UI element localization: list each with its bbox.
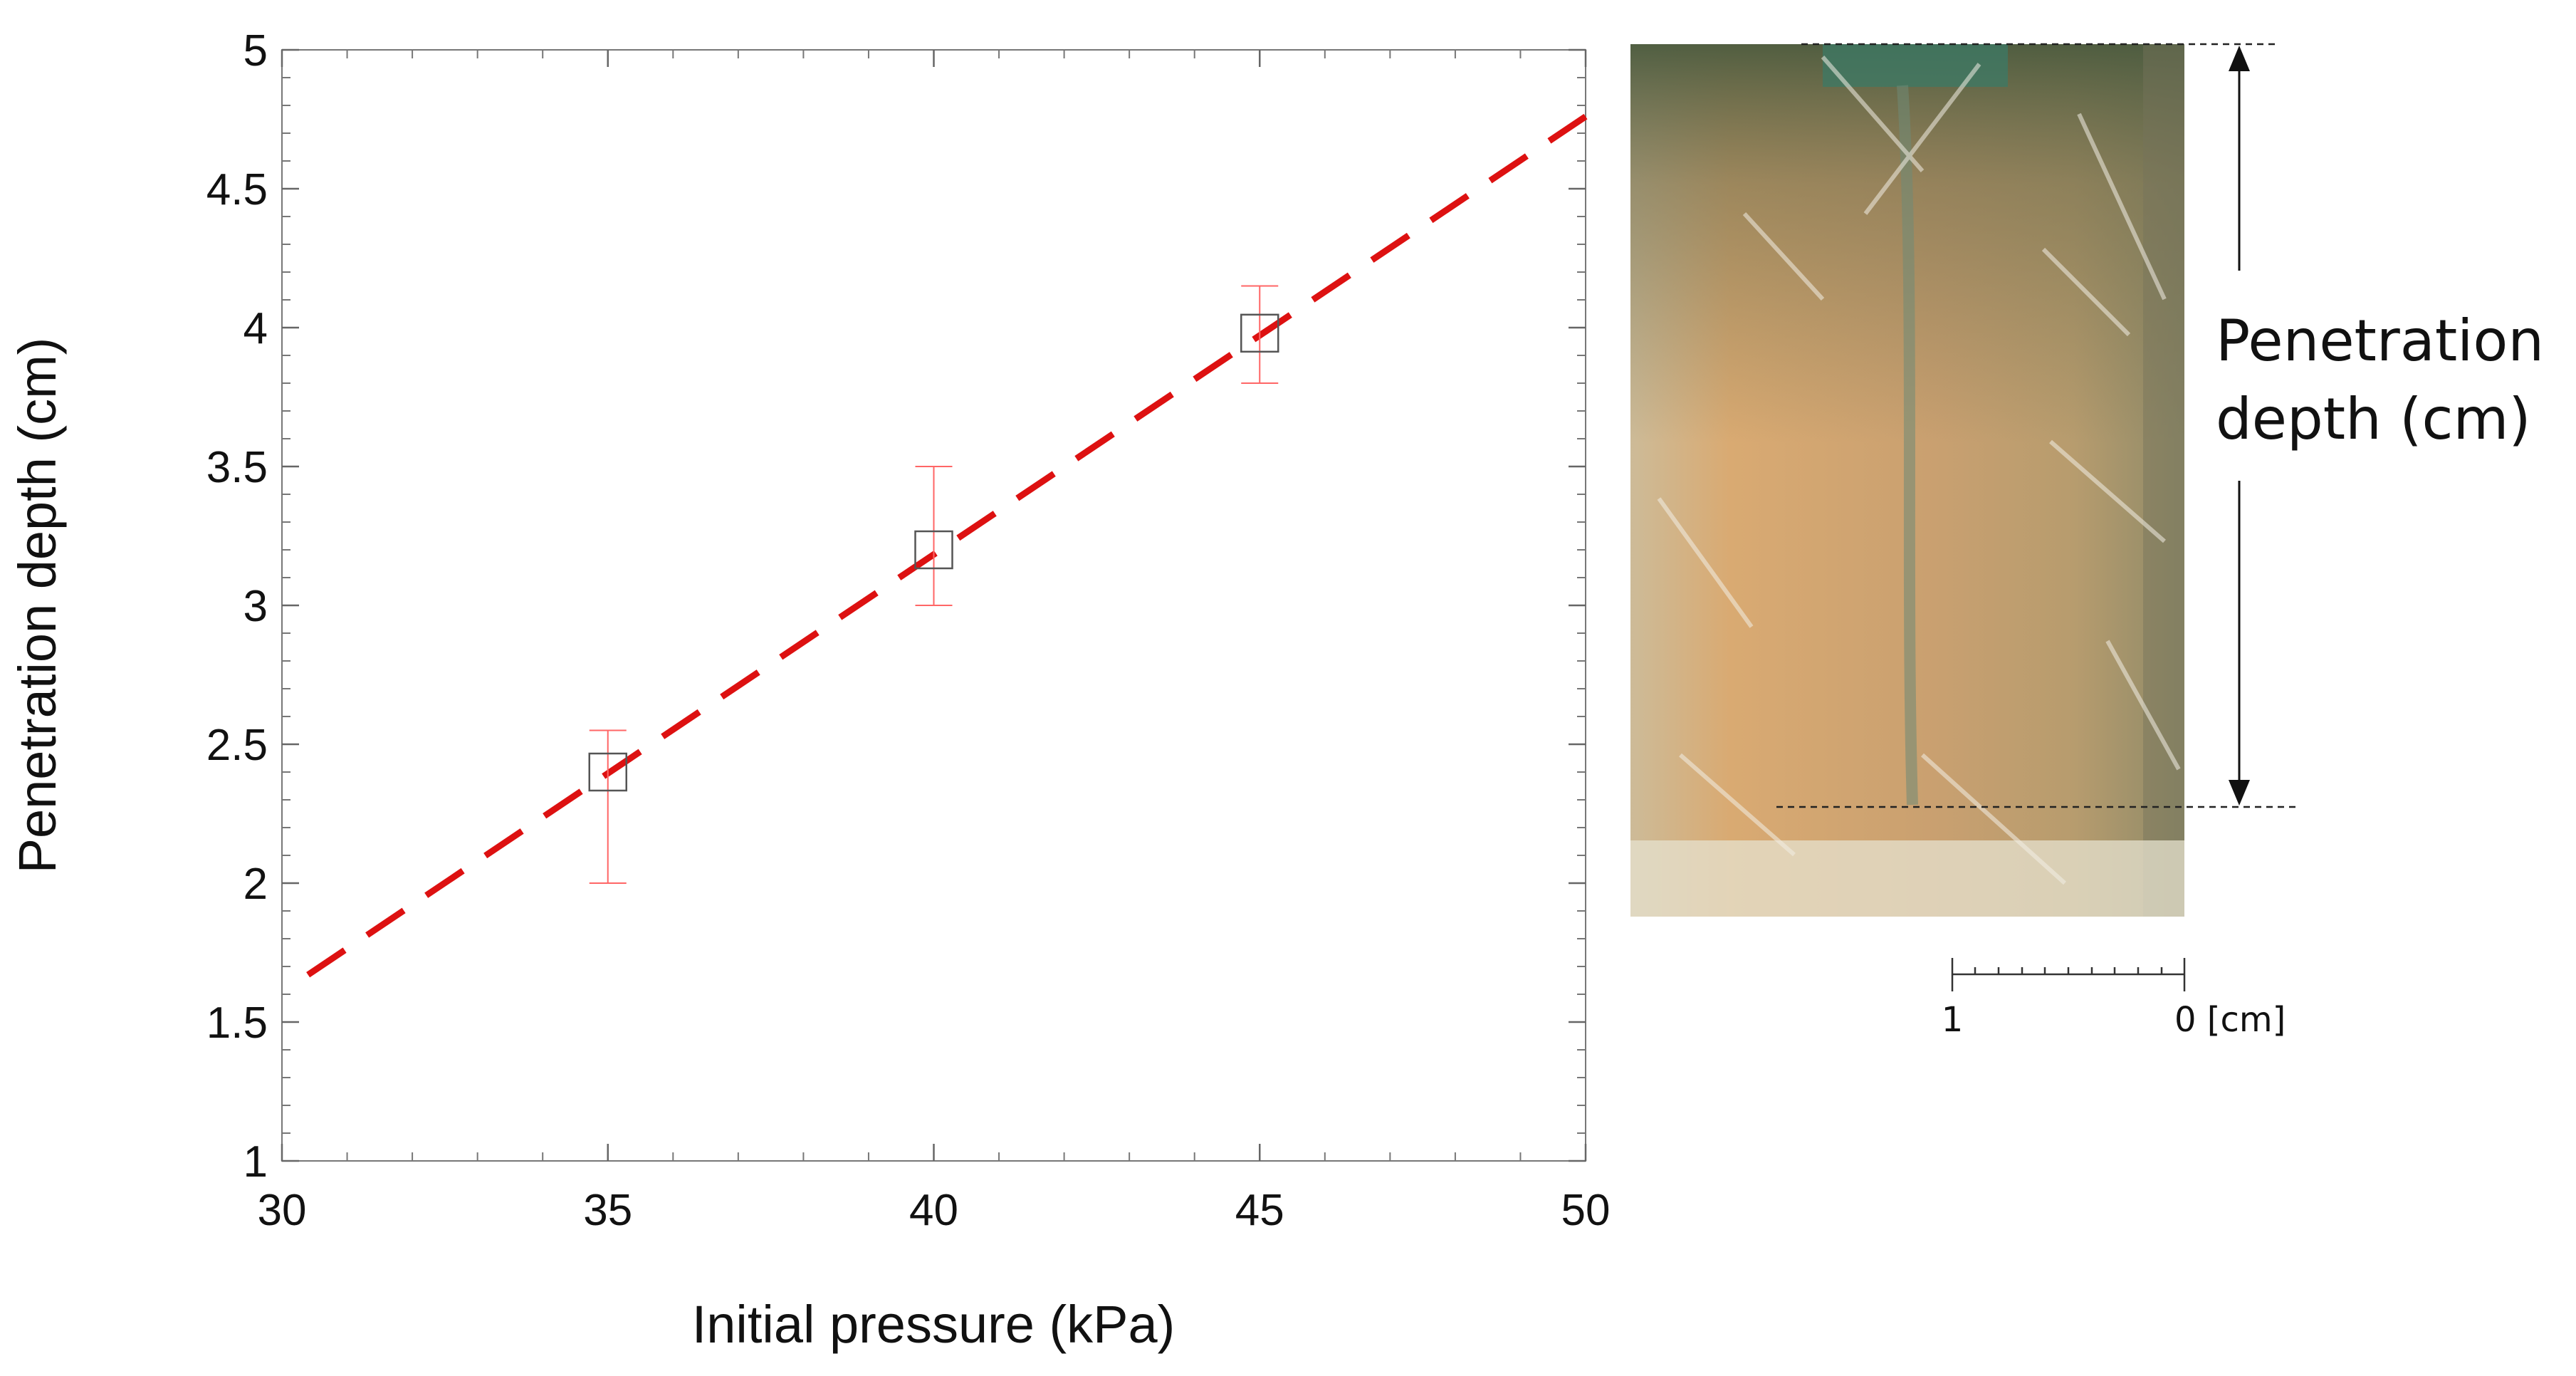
- x-tick-label: 45: [1235, 1186, 1284, 1235]
- arrow-head-down: [2229, 780, 2250, 806]
- y-tick-label: 1.5: [206, 999, 268, 1048]
- y-axis-ticks: 1 1.5 2 2.5 3 3.5 4 4.5 5: [206, 26, 1586, 1187]
- data-points: [588, 285, 1279, 884]
- y-tick-label: 4: [244, 304, 268, 353]
- y-tick-label: 5: [244, 26, 268, 75]
- photo-label-line1: Penetration: [2216, 308, 2544, 374]
- data-point-marker: [914, 530, 953, 570]
- scale-bar: [1951, 958, 2186, 991]
- x-tick-label: 50: [1561, 1186, 1611, 1235]
- y-tick-label: 2: [244, 860, 268, 909]
- x-tick-label: 30: [258, 1186, 307, 1235]
- penetration-chart: 30 35 40 45 50 1 1.5 2 2.5 3 3.5 4 4.5 5 Initial pre…: [8, 26, 1610, 1354]
- y-tick-label: 2.5: [206, 721, 268, 770]
- x-tick-label: 40: [909, 1186, 958, 1235]
- x-axis-title: Initial pressure (kPa): [692, 1295, 1176, 1354]
- photo-label-line2: depth (cm): [2216, 386, 2531, 452]
- x-tick-label: 35: [583, 1186, 632, 1235]
- fit-line-group: [306, 113, 1588, 978]
- photo-panel: Penetration depth (cm) 1 0 [cm]: [1630, 43, 2544, 1040]
- data-point-marker: [588, 752, 627, 792]
- scale-label-right: 0 [cm]: [2174, 1000, 2286, 1040]
- y-tick-label: 4.5: [206, 165, 268, 214]
- fit-line: [306, 113, 1588, 978]
- y-tick-label: 3.5: [206, 443, 268, 492]
- sand-sample-photo: [1630, 44, 2184, 917]
- arrow-head-up: [2229, 46, 2250, 71]
- data-point-marker: [1240, 313, 1279, 353]
- scale-label-left: 1: [1942, 1000, 1964, 1040]
- y-tick-label: 1: [244, 1137, 268, 1187]
- y-axis-title: Penetration depth (cm): [8, 338, 67, 874]
- x-axis-ticks: 30 35 40 45 50: [258, 50, 1611, 1235]
- y-tick-label: 3: [244, 582, 268, 631]
